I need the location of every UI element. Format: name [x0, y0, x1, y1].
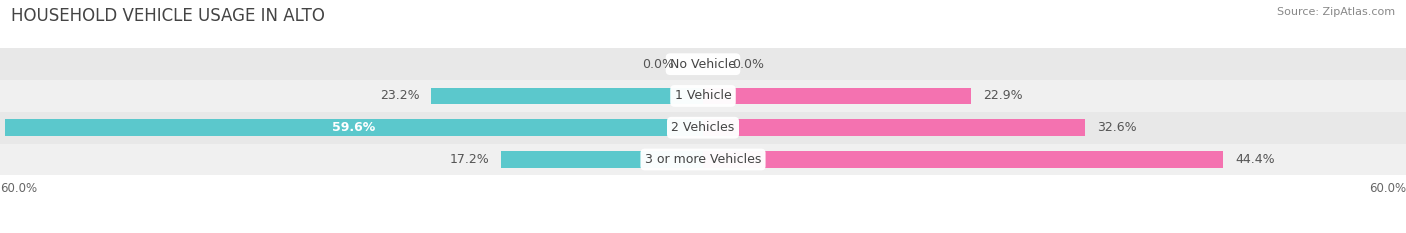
Text: 32.6%: 32.6%: [1097, 121, 1136, 134]
Bar: [432, 88, 703, 104]
Text: 0.0%: 0.0%: [641, 58, 673, 71]
Text: 2 Vehicles: 2 Vehicles: [672, 121, 734, 134]
Bar: [703, 151, 1223, 168]
Bar: [703, 120, 1085, 136]
Bar: [0, 144, 1406, 175]
Bar: [0, 80, 1406, 112]
Text: 0.0%: 0.0%: [733, 58, 765, 71]
Text: 59.6%: 59.6%: [332, 121, 375, 134]
Bar: [703, 88, 972, 104]
Text: HOUSEHOLD VEHICLE USAGE IN ALTO: HOUSEHOLD VEHICLE USAGE IN ALTO: [11, 7, 325, 25]
Bar: [0, 48, 1406, 80]
Text: 23.2%: 23.2%: [380, 89, 419, 103]
Text: 22.9%: 22.9%: [983, 89, 1022, 103]
Bar: [4, 120, 703, 136]
Text: 60.0%: 60.0%: [0, 182, 37, 195]
Bar: [502, 151, 703, 168]
Text: Source: ZipAtlas.com: Source: ZipAtlas.com: [1277, 7, 1395, 17]
Text: 60.0%: 60.0%: [1369, 182, 1406, 195]
Text: 1 Vehicle: 1 Vehicle: [675, 89, 731, 103]
Text: 17.2%: 17.2%: [450, 153, 489, 166]
Bar: [0, 112, 1406, 144]
Text: No Vehicle: No Vehicle: [671, 58, 735, 71]
Text: 3 or more Vehicles: 3 or more Vehicles: [645, 153, 761, 166]
Text: 44.4%: 44.4%: [1234, 153, 1275, 166]
